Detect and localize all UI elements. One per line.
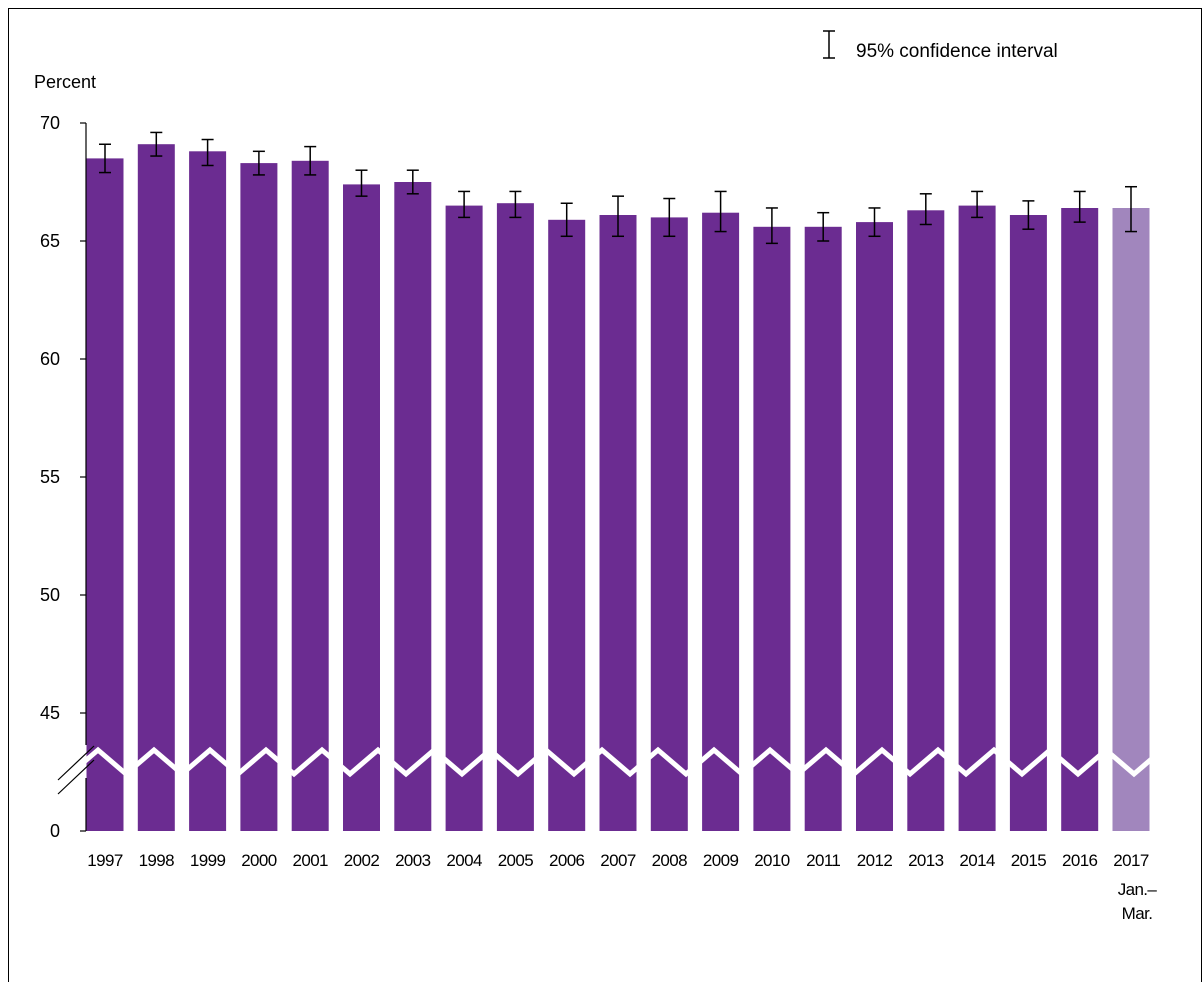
- bar-2001: [292, 161, 329, 831]
- bar-2007: [600, 215, 637, 831]
- x-tick-label-1999: 1999: [190, 851, 226, 870]
- bar-1999: [189, 151, 226, 831]
- bar-2013: [907, 210, 944, 831]
- bar-2004: [446, 206, 483, 831]
- bars-layer: [87, 144, 1150, 831]
- x-tick-sublabel-2017-0: Jan.–: [1118, 880, 1158, 899]
- x-tick-label-2008: 2008: [652, 851, 688, 870]
- bar-2009: [702, 213, 739, 831]
- x-tick-label-2013: 2013: [908, 851, 944, 870]
- y-tick-label-70: 70: [40, 113, 60, 133]
- x-tick-label-2014: 2014: [959, 851, 995, 870]
- x-tick-label-2016: 2016: [1062, 851, 1098, 870]
- x-tick-sublabel-2017-1: Mar.: [1122, 904, 1153, 923]
- x-tick-label-1998: 1998: [139, 851, 175, 870]
- bar-2016: [1061, 208, 1098, 831]
- bar-2012: [856, 222, 893, 831]
- legend: 95% confidence interval: [823, 31, 1058, 62]
- x-tick-label-1997: 1997: [87, 851, 123, 870]
- x-tick-label-2004: 2004: [446, 851, 482, 870]
- x-tick-label-2006: 2006: [549, 851, 585, 870]
- bar-2017: [1113, 208, 1150, 831]
- x-tick-label-2015: 2015: [1011, 851, 1047, 870]
- bar-1997: [87, 158, 124, 831]
- x-tick-label-2001: 2001: [292, 851, 328, 870]
- confidence-interval-legend-icon: [823, 31, 835, 58]
- bar-2000: [240, 163, 277, 831]
- bar-2015: [1010, 215, 1047, 831]
- y-tick-label-55: 55: [40, 467, 60, 487]
- x-tick-label-2002: 2002: [344, 851, 380, 870]
- bar-2003: [394, 182, 431, 831]
- bar-2005: [497, 203, 534, 831]
- x-tick-label-2005: 2005: [498, 851, 534, 870]
- x-tick-label-2017: 2017: [1113, 851, 1149, 870]
- x-tick-label-2003: 2003: [395, 851, 431, 870]
- x-tick-label-2010: 2010: [754, 851, 790, 870]
- y-tick-label-45: 45: [40, 703, 60, 723]
- bar-2010: [753, 227, 790, 831]
- y-axis-title: Percent: [34, 72, 96, 92]
- legend-label: 95% confidence interval: [856, 41, 1058, 62]
- x-tick-label-2009: 2009: [703, 851, 739, 870]
- bar-2008: [651, 217, 688, 831]
- y-axis-layer: 70 65 60 55 50 45 0: [40, 113, 94, 841]
- x-tick-label-2007: 2007: [600, 851, 636, 870]
- y-tick-label-65: 65: [40, 231, 60, 251]
- bar-2006: [548, 220, 585, 831]
- x-tick-label-2000: 2000: [241, 851, 277, 870]
- x-axis-labels-layer: 1997 1998 1999 2000 2001 2002 2003 2004 2005 2006…: [87, 851, 1157, 923]
- y-tick-label-50: 50: [40, 585, 60, 605]
- bar-2014: [959, 206, 996, 831]
- y-tick-label-60: 60: [40, 349, 60, 369]
- y-tick-label-0: 0: [50, 821, 60, 841]
- bar-2002: [343, 184, 380, 831]
- bar-2011: [805, 227, 842, 831]
- bar-1998: [138, 144, 175, 831]
- x-tick-label-2012: 2012: [857, 851, 893, 870]
- x-tick-label-2011: 2011: [806, 851, 840, 870]
